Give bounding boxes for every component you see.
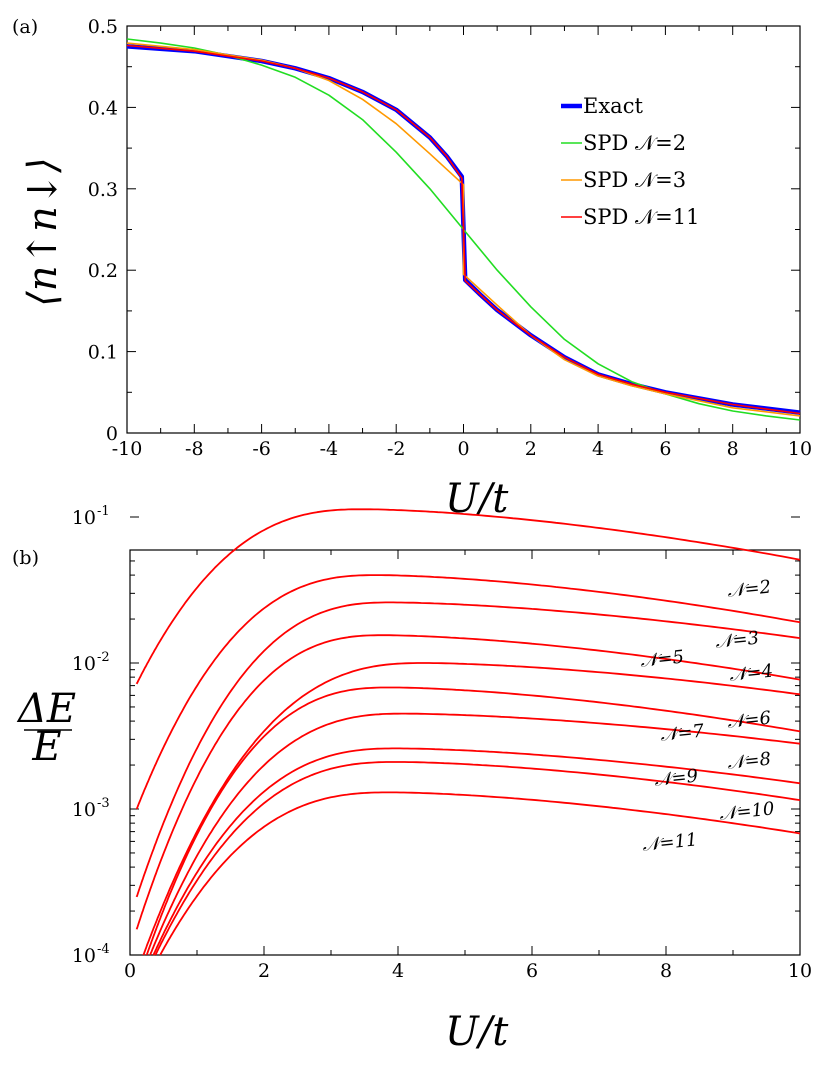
curve-𝒩=3 xyxy=(135,574,801,810)
curve-label-4: 𝒩=4 xyxy=(728,661,774,686)
panel-a-legend: Exact SPD 𝒩=2 SPD 𝒩=3 SPD 𝒩=11 xyxy=(561,94,699,229)
panel-a-x-tick-label: 6 xyxy=(659,438,671,460)
panel-a-x-tick-label: -10 xyxy=(112,438,143,460)
panel-a-y-tick-label: 0.4 xyxy=(88,97,118,119)
curve-label-10: 𝒩=10 xyxy=(718,798,775,825)
curve-𝒩=5 xyxy=(135,634,801,930)
curve-label-7: 𝒩=7 xyxy=(659,720,705,746)
panel-b-y-tick-label: 10 xyxy=(72,653,96,675)
panel-a-y-tick-label: 0.5 xyxy=(88,16,118,38)
curve-𝒩=6 xyxy=(142,662,801,956)
panel-a-x-tick-label: 4 xyxy=(592,438,604,460)
panel-a-x-tick-label: -6 xyxy=(252,438,271,460)
curve-𝒩=10 xyxy=(154,761,801,956)
panel-a-y-tick-label: 0.2 xyxy=(88,260,118,282)
panel-a-ticks: -10 -8 -6 -4 -2 0 2 4 6 8 10 0 0.1 0.2 0.3 0.4 0.5 xyxy=(88,16,812,460)
panel-b-y-label-denominator: E xyxy=(31,724,61,770)
legend-entry-2: SPD 𝒩=3 xyxy=(583,168,686,192)
curve-label-3: 𝒩=3 xyxy=(714,628,760,653)
panel-b-x-tick-label: 10 xyxy=(788,960,812,982)
curve-𝒩=8 xyxy=(149,712,801,956)
panel-b-x-tick-label: 0 xyxy=(124,960,136,982)
legend-entry-0: Exact xyxy=(583,94,643,118)
panel-a-x-tick-label: 10 xyxy=(788,438,812,460)
curve-label-2: 𝒩=2 xyxy=(726,577,772,602)
legend-entry-3: SPD 𝒩=11 xyxy=(583,205,699,229)
panel-b-label: (b) xyxy=(12,547,39,569)
panel-b-x-axis-label: U/t xyxy=(445,1009,509,1055)
curve-label-11: 𝒩=11 xyxy=(641,829,698,856)
curve-𝒩=4 xyxy=(135,601,801,898)
panel-b-frame xyxy=(129,549,801,956)
panel-b-y-tick-label: 10 xyxy=(72,945,96,967)
panel-a-x-tick-label: 0 xyxy=(457,438,469,460)
panel-b-lines xyxy=(135,508,801,956)
curve-label-8: 𝒩=8 xyxy=(726,749,772,774)
panel-b-x-tick-label: 8 xyxy=(660,960,672,982)
panel-a-y-tick-label: 0.3 xyxy=(88,179,118,201)
panel-a-y-tick-label: 0.1 xyxy=(88,342,118,364)
panel-a-x-tick-label: 2 xyxy=(525,438,537,460)
panel-b-y-axis-label: ΔEE xyxy=(16,686,76,770)
legend-entry-1: SPD 𝒩=2 xyxy=(583,131,686,155)
panel-b-y-tick-exponent: -2 xyxy=(97,650,110,665)
curve-𝒩=11 xyxy=(159,791,801,956)
panel-a-x-tick-label: -2 xyxy=(387,438,406,460)
panel-a-label: (a) xyxy=(12,16,38,38)
panel-b-y-label-numerator: ΔE xyxy=(16,686,76,732)
curve-𝒩=2 xyxy=(135,508,801,685)
curve-label-9: 𝒩=9 xyxy=(653,766,699,791)
curve-label-5: 𝒩=5 xyxy=(639,647,685,672)
panel-b-y-tick-label: 10 xyxy=(72,507,96,529)
panel-b-y-tick-exponent: -1 xyxy=(97,504,110,519)
panel-a-y-tick-label: 0 xyxy=(106,423,118,445)
panel-b-curve-labels: 𝒩=2 𝒩=3 𝒩=4 𝒩=5 𝒩=6 𝒩=7 𝒩=8 𝒩=9 𝒩=10 𝒩=11 xyxy=(639,577,775,856)
panel-a-x-tick-label: -4 xyxy=(320,438,339,460)
panel-a-x-tick-label: -8 xyxy=(185,438,204,460)
series-line-3 xyxy=(126,44,801,415)
panel-a-x-tick-label: 8 xyxy=(727,438,739,460)
curve-𝒩=9 xyxy=(152,747,801,956)
curve-label-6: 𝒩=6 xyxy=(726,708,772,733)
panel-b-x-tick-label: 2 xyxy=(258,960,270,982)
panel-b-x-tick-label: 6 xyxy=(526,960,538,982)
panel-b-y-tick-label: 10 xyxy=(72,799,96,821)
panel-b-x-tick-label: 4 xyxy=(392,960,404,982)
panel-b-y-tick-exponent: -4 xyxy=(97,942,110,957)
panel-a-lines xyxy=(126,38,801,421)
panel-b-y-tick-exponent: -3 xyxy=(97,796,110,811)
panel-a-y-axis-label: ⟨n↑n↓⟩ xyxy=(20,157,66,307)
curve-𝒩=7 xyxy=(145,686,801,956)
